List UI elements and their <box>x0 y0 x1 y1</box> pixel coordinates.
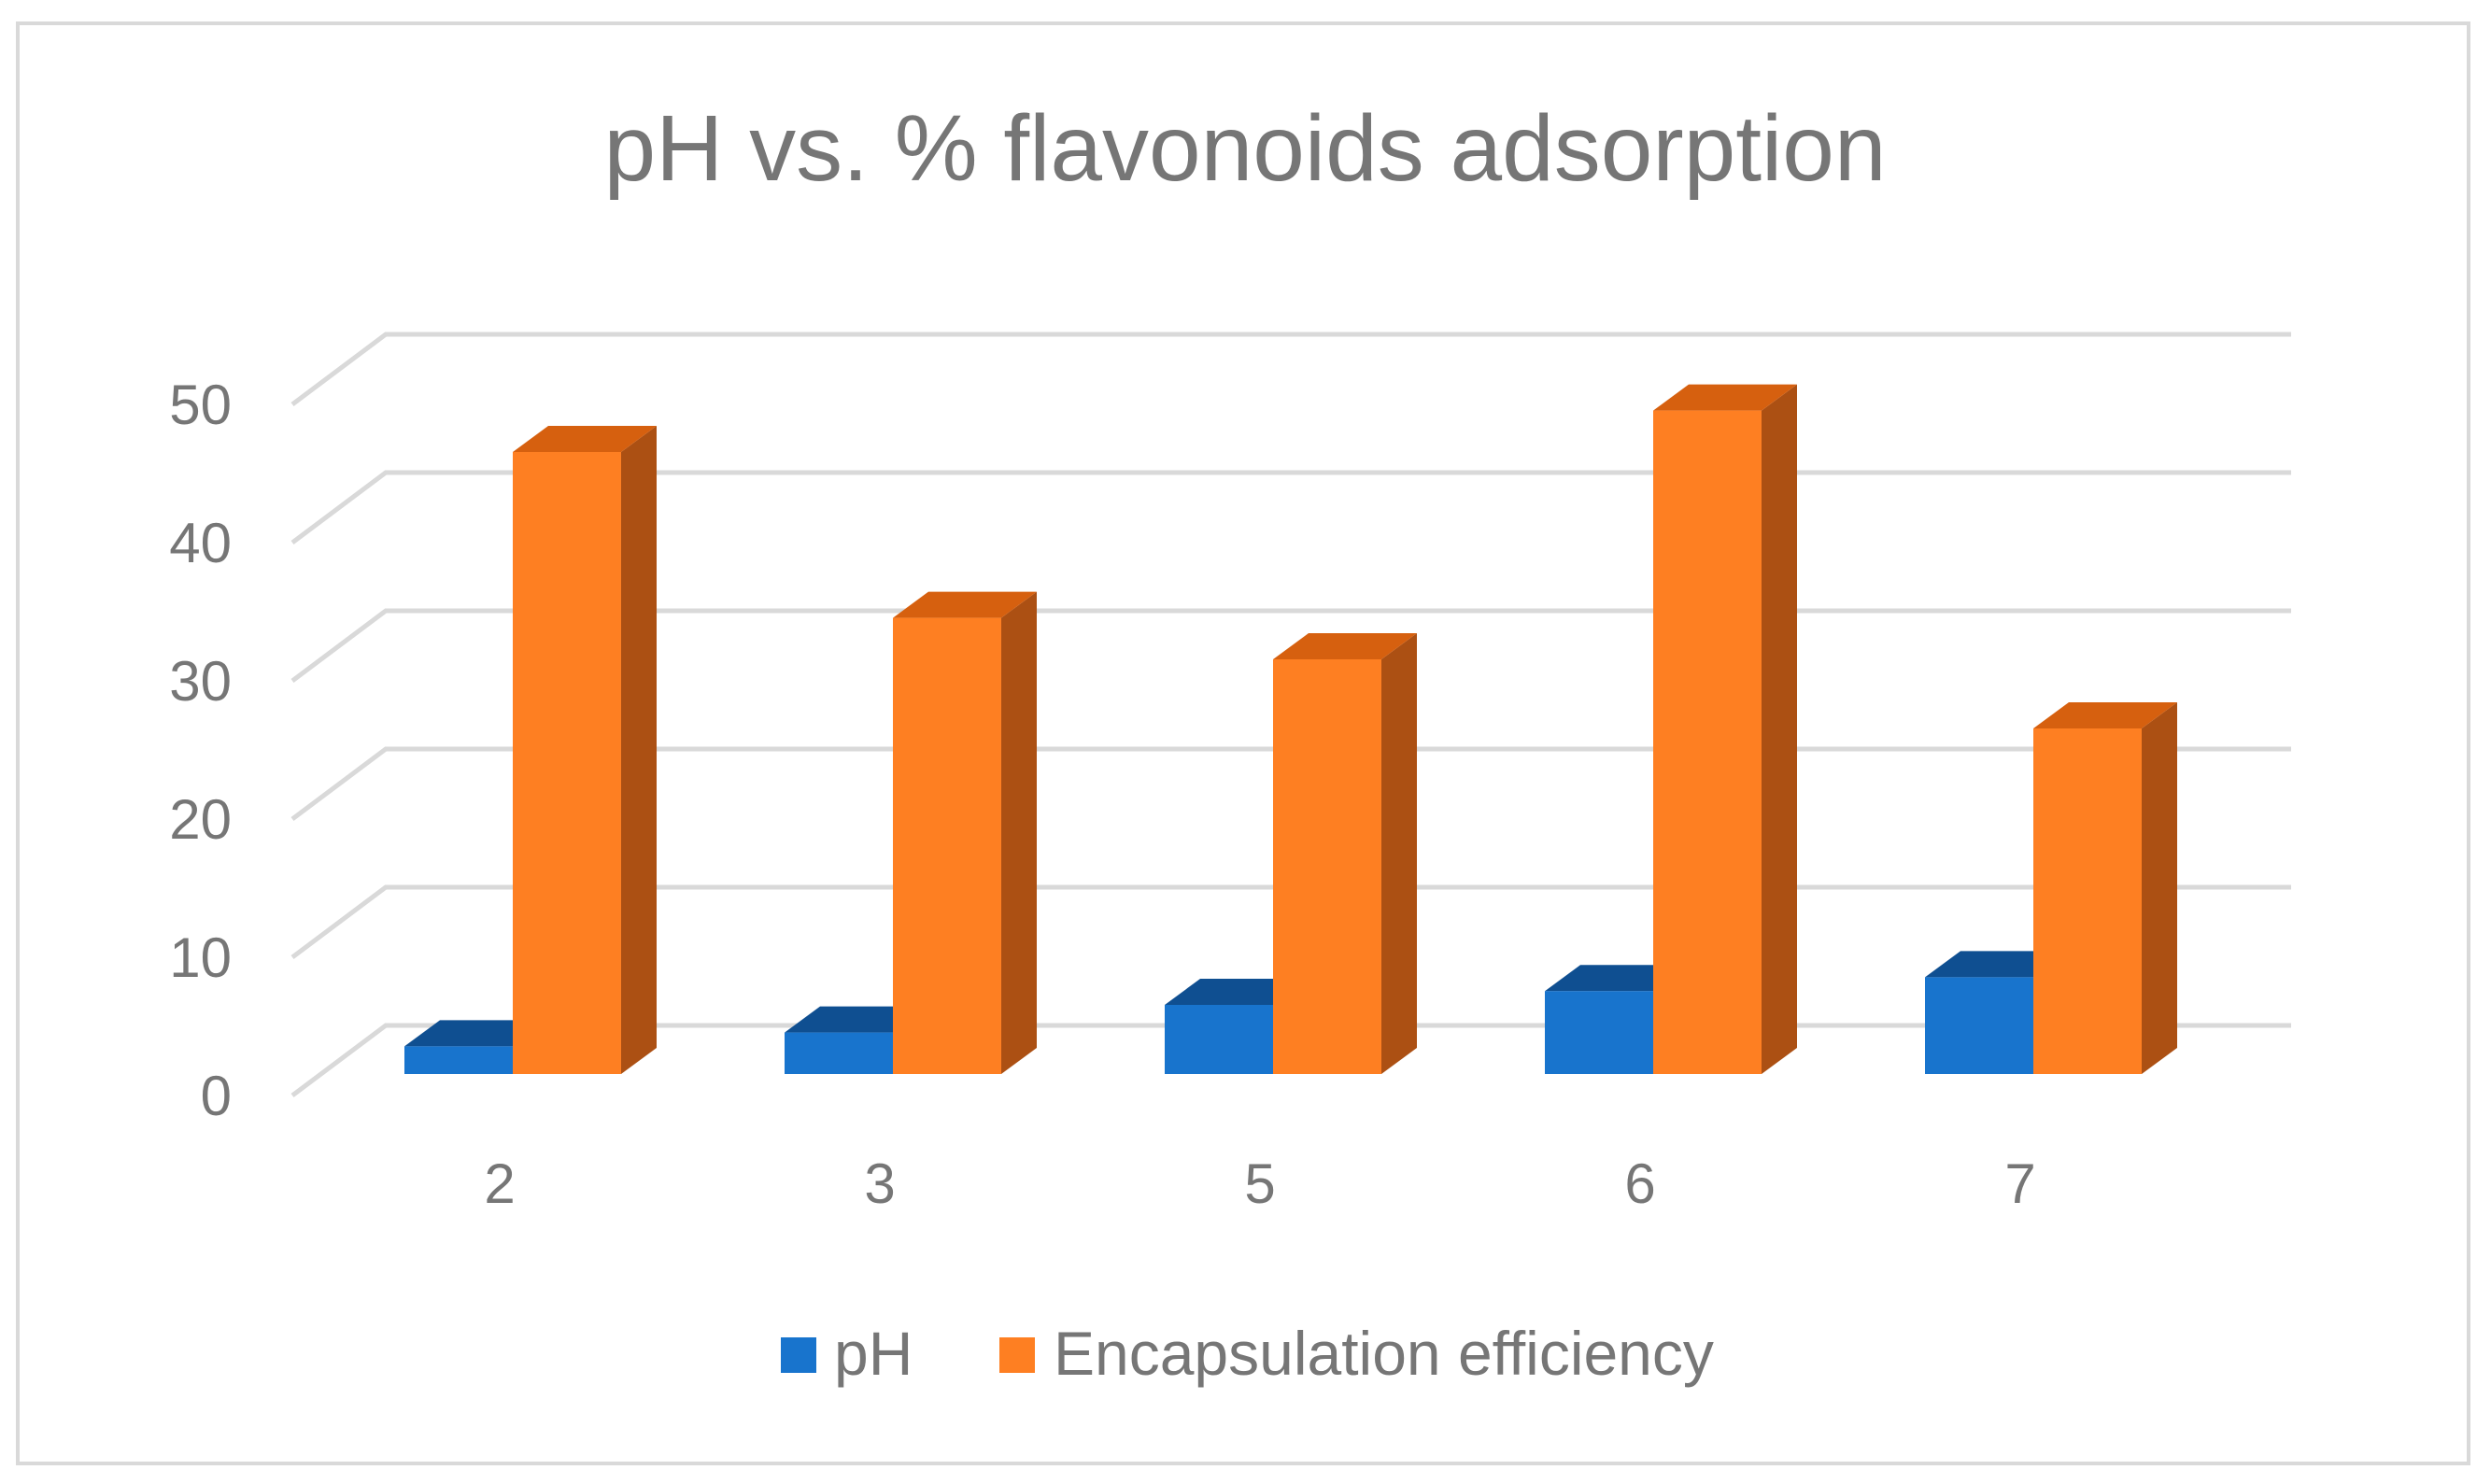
bar-front <box>1653 410 1762 1075</box>
y-tick-label-50: 50 <box>169 374 232 436</box>
bar-side <box>621 426 657 1074</box>
bar-front <box>513 452 621 1074</box>
legend: pH Encapsulation efficiency <box>781 1319 1714 1388</box>
y-tick-label-20: 20 <box>169 788 232 851</box>
bar-side <box>1762 384 1797 1075</box>
bar-front <box>2033 728 2142 1074</box>
x-tick-label-6: 6 <box>1624 1152 1655 1215</box>
bar-side <box>2142 702 2177 1074</box>
bar-encapsulation-efficiency-5 <box>1273 633 1417 1074</box>
x-axis-ticks: 2 3 5 6 7 <box>484 1152 2035 1215</box>
legend-swatch-ph <box>781 1337 816 1373</box>
bars <box>404 384 2177 1075</box>
y-tick-label-40: 40 <box>169 512 232 574</box>
x-tick-label-5: 5 <box>1244 1152 1275 1215</box>
bar-front <box>1273 659 1381 1074</box>
bar-front <box>1925 977 2033 1074</box>
bar-top <box>2033 702 2177 728</box>
bar-top <box>1653 384 1797 411</box>
gridline-50 <box>290 332 2291 406</box>
bar-encapsulation-efficiency-3 <box>893 591 1037 1074</box>
bar-encapsulation-efficiency-6 <box>1653 384 1797 1075</box>
bar-front <box>1165 1005 1273 1074</box>
bar-encapsulation-efficiency-7 <box>2033 702 2177 1074</box>
legend-swatch-encapsulation-efficiency <box>999 1337 1035 1373</box>
x-tick-label-7: 7 <box>2004 1152 2035 1215</box>
bar-top <box>785 1006 928 1033</box>
y-tick-label-0: 0 <box>201 1065 232 1127</box>
bar-top <box>1165 979 1309 1005</box>
bar-top <box>1545 965 1689 992</box>
bar-side <box>1001 591 1037 1074</box>
bar-side <box>1381 633 1417 1074</box>
y-tick-label-10: 10 <box>169 926 232 989</box>
bar-top <box>513 426 657 452</box>
bar-front <box>404 1046 513 1074</box>
legend-label-ph: pH <box>834 1319 913 1388</box>
bar-front <box>785 1032 893 1074</box>
bar-encapsulation-efficiency-2 <box>513 426 657 1074</box>
legend-label-encapsulation-efficiency: Encapsulation efficiency <box>1054 1319 1714 1388</box>
bar-top <box>404 1020 548 1047</box>
x-tick-label-2: 2 <box>484 1152 515 1215</box>
bar-top <box>1273 633 1417 659</box>
bar-top <box>1925 951 2069 978</box>
bar-front <box>1545 991 1653 1074</box>
chart-title: pH vs. % flavonoids adsorption <box>604 96 1887 201</box>
bar-front <box>893 617 1001 1074</box>
y-tick-label-30: 30 <box>169 650 232 713</box>
x-tick-label-3: 3 <box>864 1152 895 1215</box>
bar-top <box>893 591 1037 618</box>
y-axis-ticks: 0 10 20 30 40 50 <box>169 374 232 1127</box>
